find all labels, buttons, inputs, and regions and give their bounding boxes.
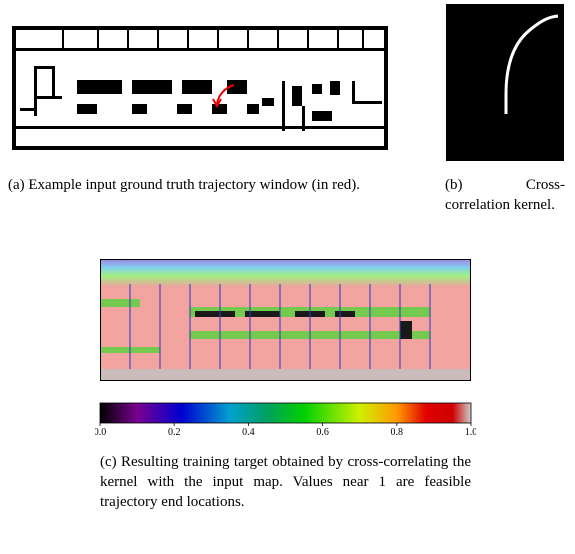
caption: (c) Resulting training target obtained b… (100, 454, 471, 510)
tick-label: 1.0 (465, 427, 476, 438)
caption: (b) Cross-correlation kernel. (445, 177, 565, 213)
target-heatmap (100, 259, 471, 381)
colorbar: 0.0 0.2 0.4 0.6 0.8 1.0 (95, 402, 476, 438)
tick-label: 0.6 (316, 427, 329, 438)
caption: (a) Example input ground truth trajector… (8, 177, 360, 193)
colorbar-gradient (99, 402, 472, 424)
tick-label: 0.8 (391, 427, 404, 438)
tick-label: 0.0 (95, 427, 106, 438)
tick-label: 0.4 (242, 427, 255, 438)
kernel (446, 4, 564, 161)
input-map (12, 26, 388, 150)
tick-label: 0.2 (168, 427, 181, 438)
